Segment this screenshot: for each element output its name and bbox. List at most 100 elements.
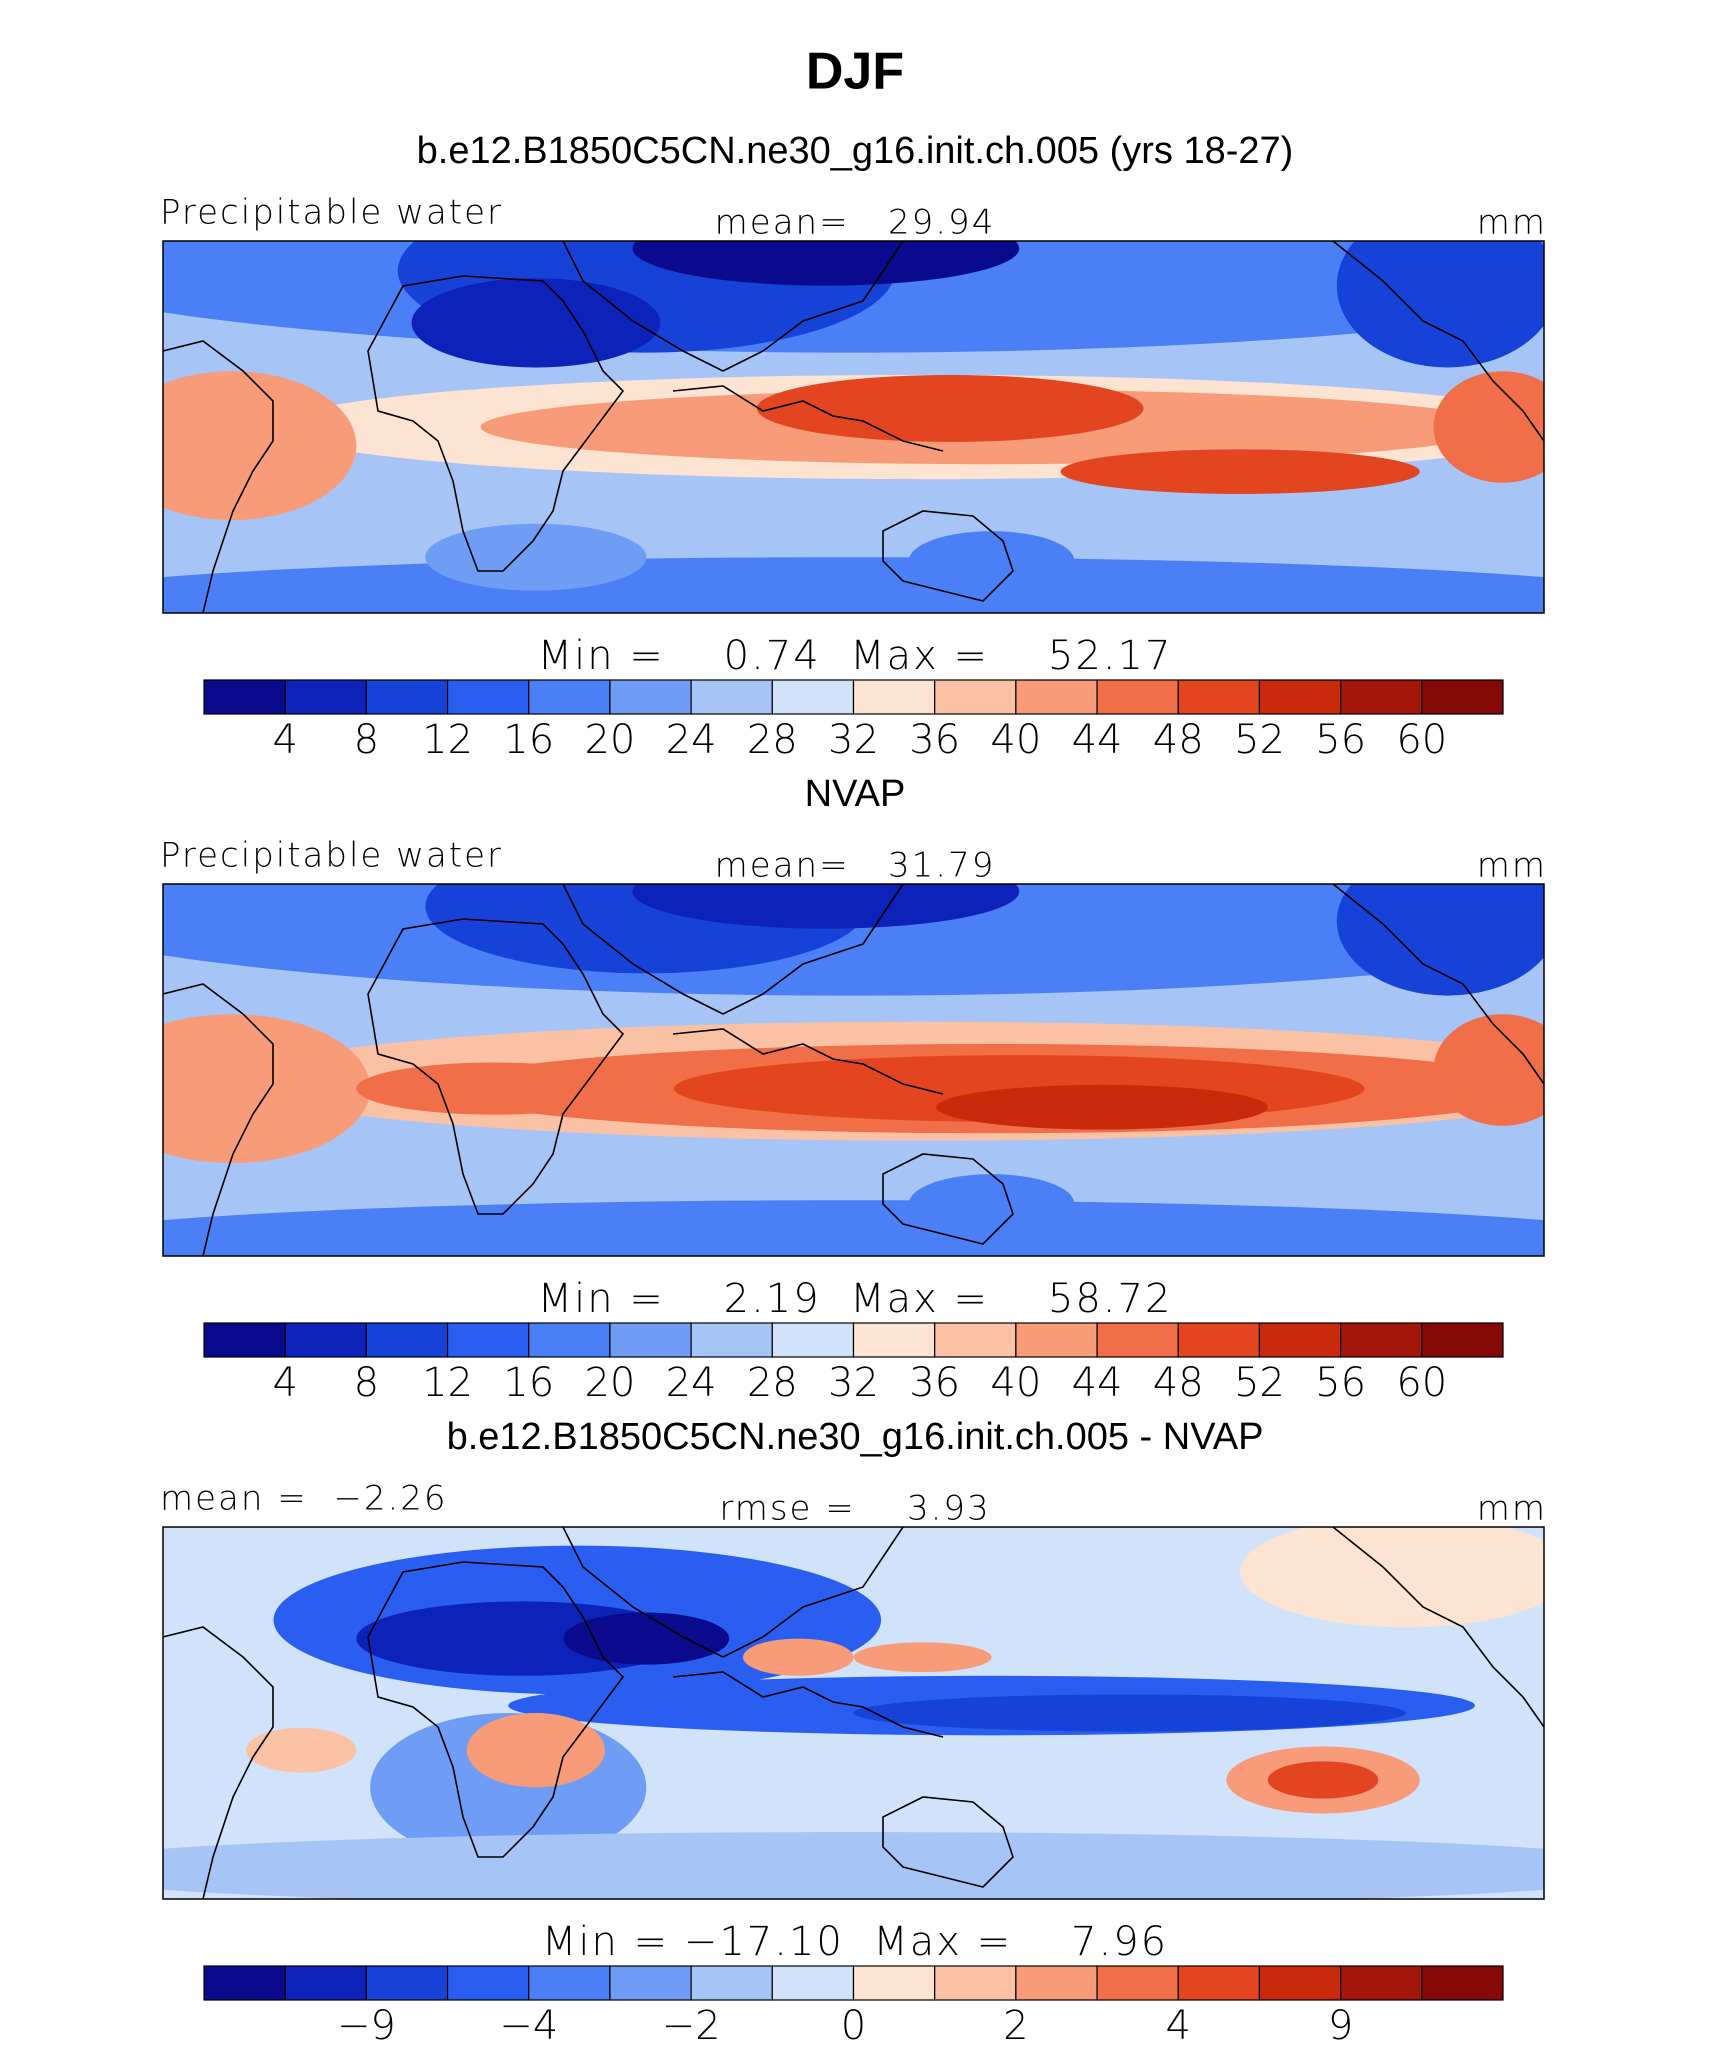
colorbar-box	[1177, 679, 1261, 715]
map	[163, 1527, 1544, 1899]
left-label: mean = −2.26	[160, 1479, 448, 1519]
map	[163, 884, 1544, 1256]
contour-region	[1267, 1761, 1379, 1799]
panel-heading: NVAP	[805, 773, 906, 815]
colorbar-box	[528, 679, 611, 715]
map-frame	[162, 883, 1545, 1257]
colorbar-label: 36	[909, 717, 960, 763]
colorbar-box	[771, 679, 855, 715]
colorbar-label: 52	[1234, 717, 1285, 763]
contour-region	[466, 1713, 605, 1788]
min-max: Min = 0.74 Max = 52.17	[538, 633, 1173, 679]
colorbar-box	[1421, 1322, 1504, 1358]
colorbar-label: 44	[1072, 1360, 1123, 1406]
contour-region	[411, 278, 661, 368]
panel-heading: b.e12.B1850C5CN.ne30_g16.init.ch.005 (yr…	[417, 130, 1294, 172]
colorbar-box	[365, 679, 449, 715]
colorbar-box	[365, 1322, 449, 1358]
colorbar-box	[771, 1965, 855, 2001]
center-label: mean= 31.79	[715, 846, 996, 886]
colorbar-label: 20	[584, 717, 635, 763]
contour-region	[425, 523, 647, 591]
min-max: Min = −17.10 Max = 7.96	[542, 1919, 1168, 1965]
colorbar-box	[934, 1322, 1017, 1358]
contour-region	[632, 884, 1020, 929]
contour-region	[1336, 884, 1544, 996]
colorbar-label: 32	[828, 717, 879, 763]
colorbar-label: 44	[1072, 717, 1123, 763]
units-label: mm	[1477, 203, 1547, 243]
colorbar-label: 36	[909, 1360, 960, 1406]
colorbar-box	[609, 679, 692, 715]
colorbar-box	[284, 1965, 367, 2001]
units-label: mm	[1477, 1489, 1547, 1529]
colorbar-label: 16	[503, 1360, 554, 1406]
contour-region	[1336, 241, 1544, 368]
colorbar-box	[1096, 1322, 1179, 1358]
colorbar-box	[609, 1322, 692, 1358]
colorbar-label: 40	[990, 717, 1041, 763]
center-label: mean= 29.94	[715, 203, 996, 243]
contour-region	[1433, 371, 1544, 483]
colorbar-box	[1340, 679, 1423, 715]
colorbar-box	[1340, 1965, 1423, 2001]
colorbar-box	[1177, 1322, 1261, 1358]
colorbar-box	[203, 1322, 286, 1358]
contour-region	[908, 531, 1075, 591]
colorbar-label: 12	[422, 1360, 473, 1406]
colorbar-label: 32	[828, 1360, 879, 1406]
contour-region	[936, 1084, 1268, 1130]
colorbar-box	[203, 1965, 286, 2001]
colorbar-box	[852, 679, 936, 715]
colorbar-label: 4	[1166, 2003, 1191, 2049]
colorbar-box	[528, 1322, 611, 1358]
colorbar-label: 12	[422, 717, 473, 763]
colorbar-label: 56	[1315, 717, 1366, 763]
map-frame	[162, 240, 1545, 614]
left-label: Precipitable water	[160, 193, 503, 233]
colorbar-box	[1096, 1965, 1179, 2001]
colorbar-label: 28	[747, 1360, 798, 1406]
colorbar-box	[690, 679, 773, 715]
contour-region	[245, 1727, 357, 1773]
colorbar-label: 16	[503, 717, 554, 763]
colorbar-label: −9	[337, 2003, 396, 2049]
contour-region	[853, 1642, 992, 1673]
colorbar-box	[1015, 1965, 1098, 2001]
colorbar-box	[284, 679, 367, 715]
colorbar-label: 56	[1315, 1360, 1366, 1406]
colorbar-box	[446, 679, 530, 715]
colorbar-box	[284, 1322, 367, 1358]
contour-region	[756, 374, 1144, 442]
colorbar-label: 52	[1234, 1360, 1285, 1406]
colorbar-label: 24	[666, 717, 717, 763]
colorbar-label: 48	[1153, 717, 1204, 763]
figure-title: DJF	[806, 43, 904, 101]
contour-region	[163, 1014, 371, 1163]
colorbar-box	[446, 1965, 530, 2001]
colorbar-box	[852, 1322, 936, 1358]
colorbar-label: 24	[666, 1360, 717, 1406]
contour-region	[853, 1694, 1406, 1732]
contour-region	[632, 241, 1020, 286]
colorbar-label: 20	[584, 1360, 635, 1406]
contour-region	[1433, 1014, 1544, 1126]
colorbar-label: 4	[272, 717, 297, 763]
contour-region	[563, 1612, 730, 1665]
colorbar-box	[1177, 1965, 1261, 2001]
colorbar-box	[1258, 679, 1342, 715]
contour-region	[163, 1200, 1544, 1256]
min-max: Min = 2.19 Max = 58.72	[538, 1276, 1173, 1322]
colorbar-label: 60	[1396, 1360, 1447, 1406]
colorbar-box	[1258, 1322, 1342, 1358]
colorbar-label: 9	[1328, 2003, 1353, 2049]
contour-region	[1240, 1527, 1544, 1628]
contour-region	[743, 1638, 854, 1676]
colorbar-label: 60	[1396, 717, 1447, 763]
map-frame	[162, 1526, 1545, 1900]
colorbar-box	[1258, 1965, 1342, 2001]
colorbar-box	[690, 1322, 773, 1358]
colorbar-label: 2	[1003, 2003, 1028, 2049]
colorbar-label: −2	[662, 2003, 721, 2049]
